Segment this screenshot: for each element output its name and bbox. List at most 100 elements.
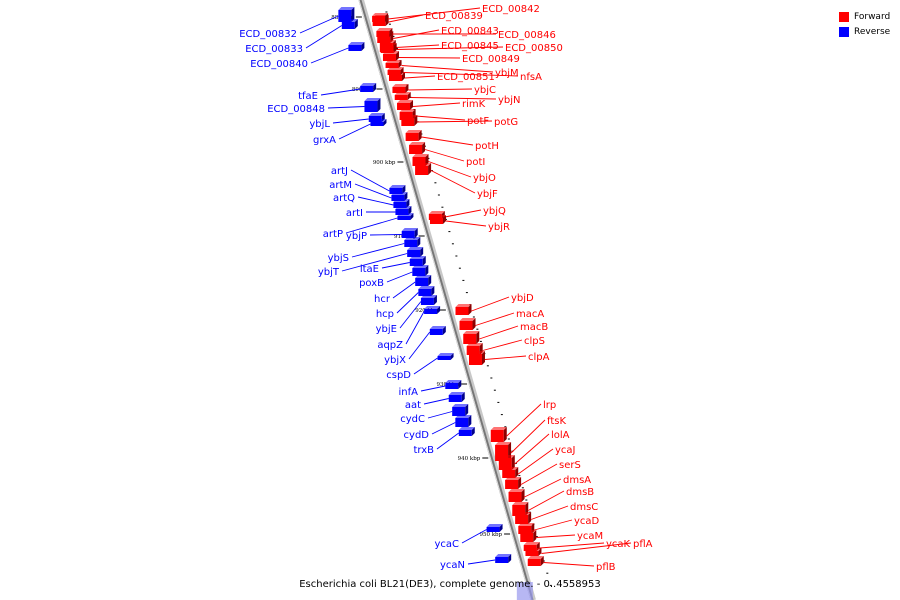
reverse-gene-cydd-side (468, 415, 472, 427)
reverse-leader-cspd (413, 357, 438, 375)
forward-gene-ybjr-front (429, 218, 443, 224)
forward-gene-nfsa-top (387, 67, 404, 70)
forward-gene-ftsk-top (495, 442, 512, 445)
forward-gene-label-sers: serS (559, 460, 581, 471)
reverse-gene-arti-top (395, 206, 412, 209)
reverse-gene-cydc-side (465, 404, 469, 416)
forward-gene-ybjr-top (429, 215, 446, 218)
forward-gene-ycaj-top (502, 467, 519, 470)
forward-leader-pflb (543, 562, 595, 567)
reverse-leader-cydc (427, 411, 453, 419)
reverse-gene-ybjt-top (407, 247, 424, 250)
reverse-leader-artj (350, 169, 390, 192)
forward-leader-ycad (534, 519, 573, 531)
reverse-gene-label-tfae: tfaE (298, 91, 318, 102)
reverse-gene-label-arti: artI (346, 208, 363, 219)
backbone-line (358, 0, 534, 600)
reverse-gene-hcp-front (418, 289, 432, 296)
reverse-gene-ybjs-front (404, 240, 418, 247)
reverse-gene-label-grxa: grxA (313, 135, 336, 146)
forward-gene-sers-side (518, 477, 522, 489)
forward-gene-label-ybjq: ybjQ (483, 206, 506, 217)
reverse-gene-poxb-side (425, 265, 429, 276)
forward-gene-nfsa-side (400, 67, 404, 75)
forward-leader-ybjn (410, 97, 497, 100)
forward-gene-label-ecd-00846: ECD_00846 (498, 30, 556, 41)
forward-gene-ecd-00845-top (379, 40, 396, 43)
genome-caption: Escherichia coli BL21(DE3), complete gen… (299, 579, 601, 590)
reverse-leader-ybjt (341, 253, 408, 272)
reverse-leader-ycan (467, 559, 496, 565)
forward-leader-ybjm (401, 65, 494, 73)
reverse-gene-label-ecd-00832: ECD_00832 (239, 29, 297, 40)
forward-gene-ybjc-top (392, 84, 409, 87)
forward-gene-dmsc-side (528, 512, 532, 524)
reverse-gene-artq-side (406, 199, 410, 208)
reverse-gene-ecd-00840-side (361, 42, 365, 51)
forward-leader-ecd-00839 (388, 14, 424, 23)
forward-leader-ycak (539, 542, 605, 549)
reverse-gene-ybjp-side (414, 228, 418, 238)
reverse-gene-ycan-side (508, 554, 512, 563)
reverse-gene-label-ybjt: ybjT (318, 267, 340, 278)
forward-leader-ybjq (444, 209, 482, 218)
forward-gene-label-ecd-00839: ECD_00839 (425, 11, 483, 22)
forward-gene-clps-front (466, 346, 480, 355)
forward-gene-dmsb-front (512, 505, 526, 516)
reverse-gene-ybjt-front (407, 250, 421, 257)
forward-gene-label-clpa: clpA (528, 352, 550, 363)
reverse-gene-ltae-front (409, 259, 423, 266)
forward-gene-ybjq-top (428, 211, 445, 214)
legend: Forward Reverse (839, 9, 890, 39)
forward-leader-ycam (536, 534, 576, 538)
forward-gene-pflb-side (540, 556, 544, 566)
reverse-leader-hcp (396, 292, 419, 314)
forward-gene-label-ybjn: ybjN (498, 95, 521, 106)
forward-gene-poth-front (405, 133, 419, 141)
forward-leader-ftsk (510, 419, 546, 454)
reverse-gene-ecd-00833-top (341, 19, 358, 22)
forward-gene-ybjn-side (407, 92, 411, 100)
forward-gene-ecd-00849-top (382, 51, 399, 54)
forward-gene-dmsc-top (515, 512, 532, 515)
forward-gene-label-ycad: ycaD (574, 516, 600, 527)
reverse-gene-trxb-top (458, 427, 475, 430)
forward-gene-lola-top (498, 455, 515, 458)
forward-gene-label-ybjd: ybjD (511, 293, 534, 304)
forward-gene-ybjn-top (394, 92, 411, 95)
reverse-gene-label-ybjs: ybjS (328, 253, 349, 264)
forward-gene-label-pfla: pflA (633, 539, 653, 550)
forward-gene-pfla-side (538, 548, 542, 556)
forward-gene-poti-top (409, 142, 426, 145)
scale-tick-label: 900 kbp (373, 160, 396, 166)
forward-gene-ybjo-front (412, 157, 426, 166)
reverse-gene-label-ecd-00833: ECD_00833 (245, 44, 303, 55)
forward-leader-potg (417, 120, 493, 123)
forward-gene-label-maca: macA (516, 309, 544, 320)
forward-gene-ycaj-side (515, 467, 519, 478)
reverse-gene-ybjp-top (401, 228, 418, 231)
reverse-leader-cydd (431, 422, 456, 435)
reverse-gene-ycac-top (486, 524, 503, 527)
forward-gene-ecd-00850-top (380, 43, 397, 46)
reverse-gene-cspd-side (450, 353, 454, 360)
forward-leader-poti (424, 149, 465, 162)
forward-gene-dmsa-side (521, 489, 525, 502)
reverse-gene-hcr-top (415, 275, 432, 278)
forward-leader-dmsc (530, 505, 569, 520)
forward-leader-clpa (484, 355, 527, 360)
reverse-gene-label-ybjp: ybjP (346, 231, 367, 242)
forward-gene-ybjm-top (385, 60, 402, 63)
reverse-gene-ecd-00840-top (348, 42, 365, 45)
forward-gene-dmsa-front (508, 492, 522, 502)
reverse-leader-artq (357, 196, 394, 206)
reverse-gene-artj-top (389, 185, 406, 188)
forward-gene-sers-front (505, 480, 519, 489)
forward-leader-dmsa (524, 478, 562, 498)
forward-leader-ybjc (408, 88, 473, 91)
reverse-gene-label-ecd-00848: ECD_00848 (267, 104, 325, 115)
forward-gene-label-ecd-00845: ECD_00845 (441, 41, 499, 52)
forward-gene-clpa-top (468, 351, 485, 354)
forward-gene-clpa-side (481, 351, 485, 365)
